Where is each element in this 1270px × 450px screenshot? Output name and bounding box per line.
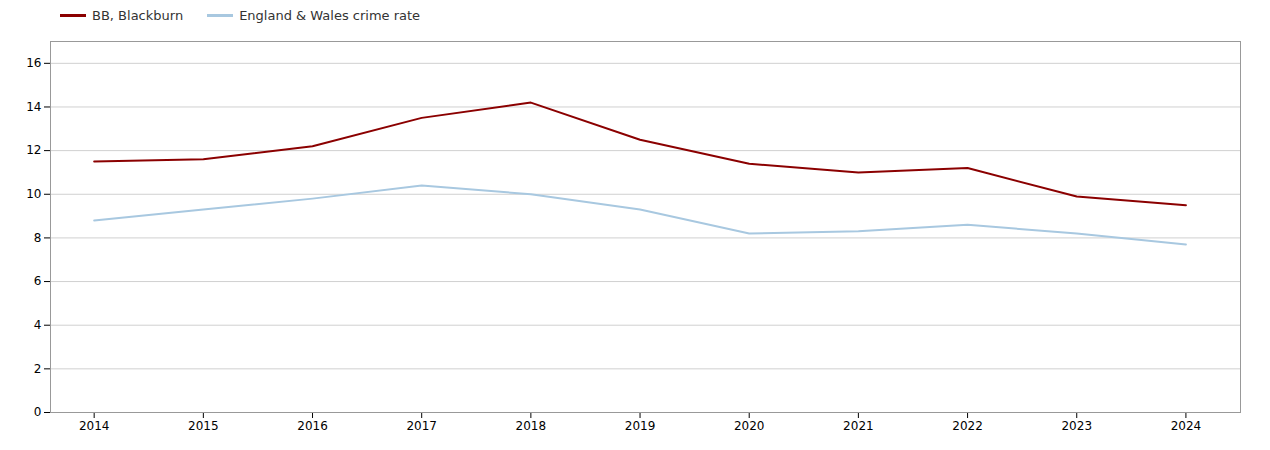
svg-text:2018: 2018 [516,419,547,433]
svg-text:2017: 2017 [406,419,437,433]
svg-text:2022: 2022 [952,419,983,433]
svg-text:2019: 2019 [625,419,656,433]
svg-text:16: 16 [26,56,41,70]
html-text:BB, Blackburn: BB, Blackburn [92,8,184,23]
svg-text:14: 14 [26,100,41,114]
svg-text:4: 4 [34,318,42,332]
svg-text:6: 6 [34,274,42,288]
svg-text:10: 10 [26,187,41,201]
svg-text:2014: 2014 [79,419,110,433]
svg-text:2016: 2016 [297,419,328,433]
svg-text:2: 2 [34,362,42,376]
svg-text:8: 8 [34,231,42,245]
svg-text:2015: 2015 [188,419,219,433]
svg-text:0: 0 [34,405,42,419]
svg-text:2024: 2024 [1171,419,1202,433]
html-text:England & Wales crime rate: England & Wales crime rate [239,8,421,23]
svg-text:2023: 2023 [1061,419,1092,433]
svg-text:2021: 2021 [843,419,874,433]
svg-text:12: 12 [26,143,41,157]
svg-text:2020: 2020 [734,419,765,433]
